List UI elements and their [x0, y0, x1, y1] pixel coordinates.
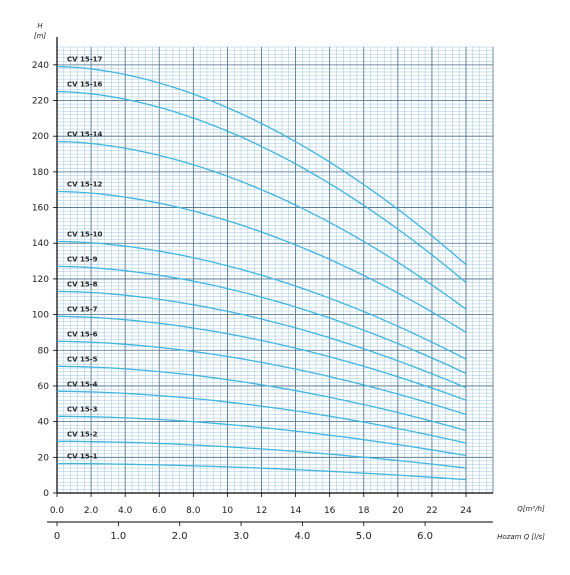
y-tick-label: 180 [32, 168, 49, 178]
x2-tick-label: 5.0 [356, 531, 372, 542]
x-tick-label: 0.0 [50, 506, 65, 516]
y-tick-label: 20 [38, 453, 50, 463]
curve-cv-15-16 [56, 90, 467, 283]
curve-label-cv-15-2: CV 15-2 [67, 430, 98, 438]
curve-label-cv-15-5: CV 15-5 [67, 355, 98, 363]
curve-label-cv-15-6: CV 15-6 [67, 330, 98, 338]
curve-cv-15-6 [57, 340, 467, 416]
x-tick-label: 20 [392, 506, 404, 516]
curve-cv-15-2 [57, 440, 467, 469]
x-tick-label: 6.0 [152, 506, 167, 516]
curve-label-cv-15-14: CV 15-14 [67, 131, 103, 139]
x-tick-label: 24 [460, 506, 472, 516]
curve-cv-15-5 [56, 365, 467, 432]
y-axis-label: H [37, 22, 43, 30]
y-tick-label: 40 [38, 418, 50, 428]
y-axis-unit: [m] [34, 32, 47, 40]
y-tick-label: 200 [32, 132, 49, 142]
x-tick-label: 22 [426, 506, 437, 516]
x2-tick-label: 3.0 [233, 531, 249, 542]
y-tick-label: 160 [32, 204, 49, 214]
labels: CV 15-1 CV 15-2 CV 15-3 CV 15-4 CV 15-5 CV 15… [67, 56, 103, 461]
y-tick-label: 140 [32, 239, 49, 249]
curve-cv-15-4 [57, 390, 467, 444]
curve-cv-15-1 [57, 462, 467, 481]
curve-cv-15-8 [56, 290, 467, 389]
x-tick-label: 8.0 [186, 506, 201, 516]
curve-label-cv-15-17: CV 15-17 [67, 56, 103, 64]
x-tick-label: 12 [256, 506, 267, 516]
x-tick-label: 4.0 [118, 506, 133, 516]
x-axis-label: Q[m³/h] [517, 505, 545, 513]
y-tick-label: 120 [32, 275, 49, 285]
curves [56, 65, 467, 481]
curve-cv-15-7 [57, 315, 467, 401]
x-tick-label: 18 [358, 506, 370, 516]
x-tick-label: 2.0 [84, 506, 99, 516]
curve-label-cv-15-9: CV 15-9 [67, 255, 98, 263]
curve-label-cv-15-7: CV 15-7 [67, 305, 98, 313]
curve-cv-15-14 [56, 140, 467, 310]
x2-tick-label: 1.0 [110, 531, 126, 542]
grid [56, 46, 494, 494]
curve-label-cv-15-12: CV 15-12 [67, 181, 103, 189]
axes: 020406080100120140160180200220240H[m]0.0… [32, 22, 545, 542]
curve-cv-15-17 [56, 65, 467, 266]
y-tick-label: 60 [38, 382, 50, 392]
curve-label-cv-15-1: CV 15-1 [67, 453, 98, 461]
curve-cv-15-3 [57, 415, 467, 457]
x-tick-label: 16 [324, 506, 336, 516]
x2-axis-label: Hozam Q [l/s] [497, 533, 545, 541]
curve-cv-15-12 [56, 190, 467, 333]
curve-label-cv-15-8: CV 15-8 [67, 280, 98, 288]
curve-label-cv-15-16: CV 15-16 [67, 81, 103, 89]
x-tick-label: 10 [222, 506, 234, 516]
y-tick-label: 0 [43, 489, 49, 499]
y-tick-label: 100 [32, 311, 49, 321]
y-tick-label: 80 [38, 346, 50, 356]
x2-tick-label: 2.0 [172, 531, 188, 542]
curve-cv-15-9 [56, 265, 467, 375]
curve-cv-15-10 [57, 240, 467, 360]
curve-label-cv-15-3: CV 15-3 [67, 405, 98, 413]
curve-label-cv-15-10: CV 15-10 [67, 230, 103, 238]
x-tick-label: 14 [290, 506, 302, 516]
x2-tick-label: 0 [54, 531, 60, 542]
curve-label-cv-15-4: CV 15-4 [67, 380, 98, 388]
x2-tick-label: 6.0 [417, 531, 433, 542]
y-tick-label: 220 [32, 97, 49, 107]
y-tick-label: 240 [32, 61, 49, 71]
x2-tick-label: 4.0 [294, 531, 310, 542]
